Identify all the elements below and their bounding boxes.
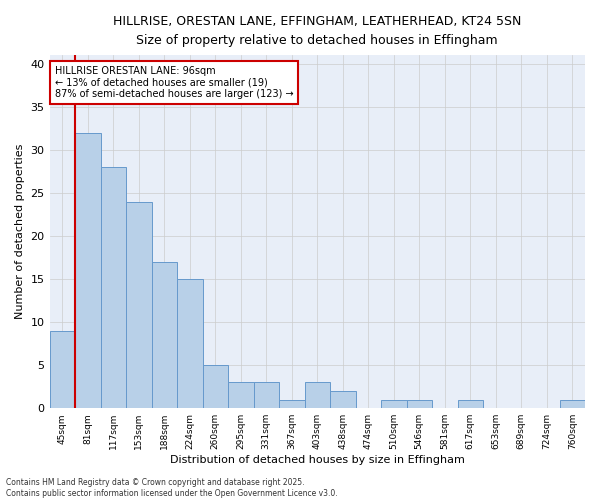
Bar: [75, 132, 101, 408]
Bar: [560, 400, 585, 408]
Title: HILLRISE, ORESTAN LANE, EFFINGHAM, LEATHERHEAD, KT24 5SN
Size of property relati: HILLRISE, ORESTAN LANE, EFFINGHAM, LEATH…: [113, 15, 521, 47]
Bar: [177, 279, 203, 408]
Bar: [152, 262, 177, 408]
Bar: [305, 382, 330, 408]
X-axis label: Distribution of detached houses by size in Effingham: Distribution of detached houses by size …: [170, 455, 465, 465]
Bar: [279, 400, 305, 408]
Bar: [407, 400, 432, 408]
Bar: [101, 167, 126, 408]
Bar: [228, 382, 254, 408]
Text: HILLRISE ORESTAN LANE: 96sqm
← 13% of detached houses are smaller (19)
87% of se: HILLRISE ORESTAN LANE: 96sqm ← 13% of de…: [55, 66, 293, 99]
Bar: [330, 391, 356, 408]
Bar: [254, 382, 279, 408]
Bar: [458, 400, 483, 408]
Y-axis label: Number of detached properties: Number of detached properties: [15, 144, 25, 320]
Bar: [203, 365, 228, 408]
Bar: [50, 330, 75, 408]
Bar: [126, 202, 152, 408]
Bar: [381, 400, 407, 408]
Text: Contains HM Land Registry data © Crown copyright and database right 2025.
Contai: Contains HM Land Registry data © Crown c…: [6, 478, 338, 498]
